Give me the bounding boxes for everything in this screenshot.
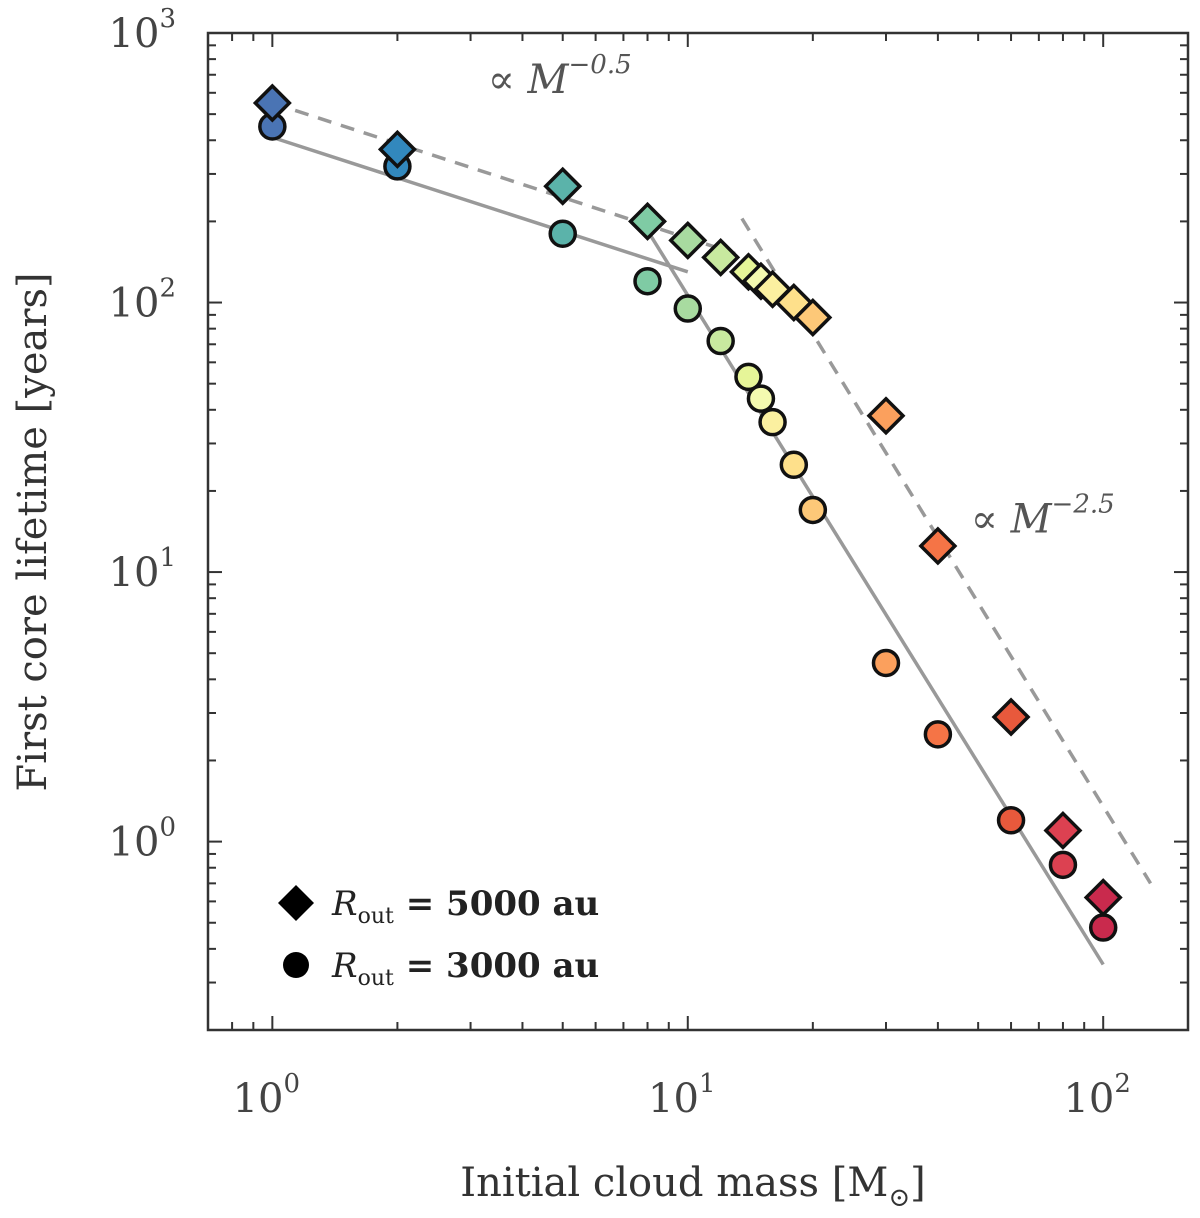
x-tick-label-base: 10 [648, 1076, 699, 1122]
y-axis-title: First core lifetime [years] [10, 272, 56, 791]
y-tick-label-exp: 3 [159, 4, 176, 34]
point-circle [871, 648, 901, 678]
annot-prefix: ∝ [971, 497, 1011, 543]
point-circle [923, 720, 953, 749]
point-diamond [866, 396, 906, 436]
legend-sub: out [358, 904, 394, 929]
x-tick-label-exp: 2 [1114, 1069, 1131, 1099]
x-tick-label: 100 [233, 1069, 300, 1122]
y-tick-label: 100 [109, 813, 176, 866]
point-diamond [991, 697, 1031, 737]
y-tick-label: 101 [109, 543, 176, 596]
y-tick-label-exp: 2 [159, 274, 176, 304]
point-diamond [701, 237, 741, 277]
fit-3000-shallow [271, 135, 689, 274]
point-circle [673, 294, 703, 323]
y-tick-label: 103 [109, 4, 176, 57]
annot-exp: −2.5 [1052, 490, 1115, 520]
x-tick-label: 102 [1063, 1069, 1130, 1122]
legend-value: = 5000 au [394, 884, 599, 924]
annotations: ∝ M−0.5∝ M−2.5 [488, 50, 1115, 543]
legend-sub: out [358, 966, 394, 991]
legend-label: Rout = 5000 au [331, 884, 599, 929]
x-axis-title-main: Initial cloud mass [M [460, 1160, 888, 1206]
data-points [252, 83, 1123, 942]
point-circle [734, 362, 763, 392]
point-diamond [668, 220, 708, 260]
point-diamond [628, 201, 667, 241]
x-tick-label-exp: 0 [284, 1069, 301, 1099]
x-axis-title: Initial cloud mass [M⊙] [460, 1160, 925, 1213]
legend-diamond-icon [278, 885, 314, 921]
legend-label: Rout = 3000 au [331, 946, 599, 991]
x-tick-label-base: 10 [1063, 1076, 1114, 1122]
point-diamond [252, 83, 292, 123]
plot-frame [206, 31, 1190, 1032]
point-circle [1048, 850, 1078, 880]
x-axis-title-end: ] [910, 1160, 926, 1206]
point-circle [633, 266, 662, 296]
legend-circle-icon [283, 952, 309, 978]
y-tick-label-exp: 1 [159, 543, 176, 573]
annot-exp: −0.5 [569, 50, 632, 80]
x-tick-label-base: 10 [233, 1076, 284, 1122]
fit-5000-shallow [271, 101, 736, 256]
point-circle [779, 450, 809, 480]
point-circle [996, 806, 1026, 835]
point-diamond [918, 526, 958, 566]
point-diamond [1083, 878, 1123, 918]
y-tick-label-base: 10 [109, 820, 160, 866]
annot-var: M [527, 57, 570, 103]
point-circle [746, 384, 776, 413]
axis-ticks [207, 32, 1188, 1031]
point-circle [1088, 913, 1118, 942]
y-tick-label: 102 [109, 274, 176, 327]
legend-sym: R [331, 884, 358, 924]
y-tick-label-base: 10 [109, 550, 160, 596]
legend-sym: R [331, 946, 358, 986]
point-diamond [793, 298, 833, 337]
annot-steep: ∝ M−2.5 [971, 490, 1115, 543]
point-diamond [1043, 810, 1083, 850]
point-circle [548, 219, 577, 248]
point-diamond [753, 269, 793, 309]
legend-value: = 3000 au [394, 946, 599, 986]
annot-prefix: ∝ [488, 57, 528, 103]
x-tick-label: 101 [648, 1069, 715, 1122]
point-circle [798, 495, 828, 525]
annot-shallow: ∝ M−0.5 [488, 50, 632, 103]
y-tick-label-base: 10 [109, 281, 160, 327]
point-circle [706, 326, 735, 356]
annot-var: M [1010, 497, 1053, 543]
point-diamond [377, 129, 417, 169]
x-tick-label-exp: 1 [699, 1069, 716, 1099]
point-circle [758, 407, 787, 437]
y-tick-label-base: 10 [109, 11, 160, 57]
point-diamond [543, 166, 583, 206]
y-tick-label-exp: 0 [159, 813, 176, 843]
x-axis-title-sub: ⊙ [888, 1183, 910, 1213]
